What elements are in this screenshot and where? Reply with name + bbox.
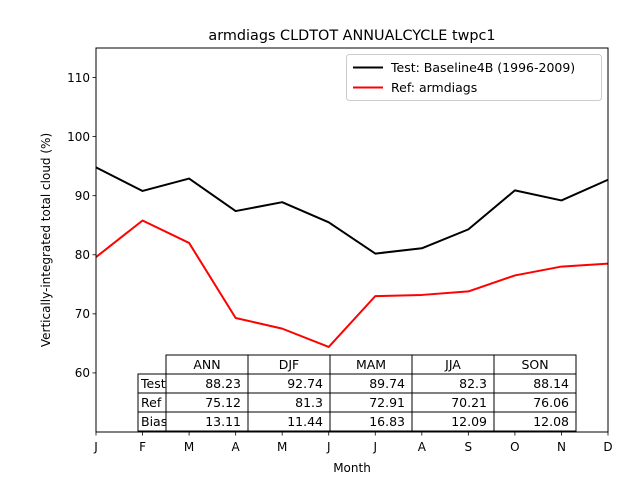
x-tick-label: J	[326, 440, 331, 454]
table-row-label: Ref	[141, 395, 162, 410]
table-cell-value: 72.91	[369, 395, 405, 410]
table-column-header: MAM	[356, 357, 386, 372]
x-axis-label: Month	[333, 461, 371, 475]
table-column-header: DJF	[279, 357, 300, 372]
legend-frame	[346, 54, 602, 101]
x-tick-label: A	[232, 440, 241, 454]
y-tick-label: 60	[75, 366, 90, 380]
table-cell-value: 92.74	[287, 376, 323, 391]
x-tick-label: M	[277, 440, 287, 454]
legend: Test: Baseline4B (1996-2009) Ref: armdiag…	[346, 54, 602, 101]
table-cell-value: 75.12	[205, 395, 241, 410]
table-cell-value: 81.3	[295, 395, 323, 410]
y-tick-label: 80	[75, 248, 90, 262]
table-cell-value: 76.06	[533, 395, 569, 410]
series-line-2	[95, 219, 609, 348]
legend-label: Ref: armdiags	[391, 80, 477, 95]
x-tick-label: A	[418, 440, 427, 454]
y-tick-label: 100	[67, 130, 90, 144]
table-cell-value: 70.21	[451, 395, 487, 410]
table-cell-value: 89.74	[369, 376, 405, 391]
y-tick-label: 70	[75, 307, 90, 321]
series-line-1	[95, 166, 609, 255]
table-cell	[493, 411, 577, 432]
table-cell-value: 88.23	[205, 376, 241, 391]
y-axis-label: Vertically-integrated total cloud (%)	[39, 133, 53, 347]
x-tick-label: N	[557, 440, 566, 454]
x-tick-label: J	[93, 440, 98, 454]
x-tick-label: M	[184, 440, 194, 454]
table-row-label: Bias	[141, 414, 167, 429]
table-cell-value: 88.14	[533, 376, 569, 391]
plot-area-frame	[95, 47, 609, 433]
table-column-header: JJA	[444, 357, 461, 372]
x-tick-label: D	[603, 440, 612, 454]
table-cell-value: 16.83	[369, 414, 405, 429]
x-tick-label: F	[139, 440, 146, 454]
x-tick-label: O	[510, 440, 519, 454]
table-column-header: SON	[521, 357, 548, 372]
table-column-header: ANN	[193, 357, 220, 372]
table-cell-value: 11.44	[287, 414, 323, 429]
x-tick-label: S	[465, 440, 473, 454]
y-tick-label: 110	[67, 71, 90, 85]
table-row-label: Test	[140, 376, 166, 391]
table-cell-value: 13.11	[205, 414, 241, 429]
table-cell-value: 12.09	[451, 414, 487, 429]
legend-label: Test: Baseline4B (1996-2009)	[390, 60, 575, 75]
x-tick-label: J	[372, 440, 377, 454]
stats-table: ANN DJF MAM JJA SON Test 88.23 92.74 89.74 82.3 88…	[137, 354, 577, 432]
chart-title: armdiags CLDTOT ANNUALCYCLE twpc1	[208, 28, 495, 44]
table-cell-value: 12.08	[533, 414, 569, 429]
table-cell-value: 82.3	[459, 376, 487, 391]
y-tick-label: 90	[75, 189, 90, 203]
series-lines	[95, 166, 609, 348]
